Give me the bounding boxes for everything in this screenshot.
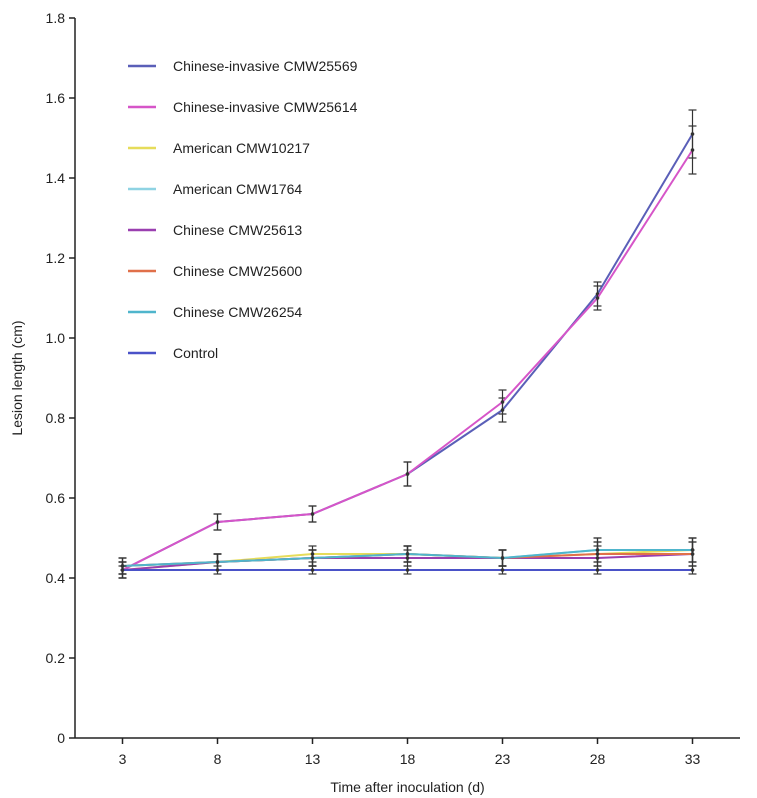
series-group [118, 565, 697, 575]
data-point [215, 560, 220, 564]
x-tick-label: 8 [214, 751, 222, 767]
y-tick-label: 0.2 [46, 650, 66, 666]
legend-label: Chinese-invasive CMW25569 [173, 58, 358, 74]
data-point [310, 556, 315, 560]
series-group [118, 125, 697, 579]
data-point [595, 296, 600, 300]
data-point [405, 472, 410, 476]
y-tick-label: 1.6 [46, 90, 66, 106]
data-point [500, 556, 505, 560]
x-tick-label: 28 [590, 751, 606, 767]
y-tick-label: 1.4 [46, 170, 66, 186]
x-tick-label: 18 [400, 751, 416, 767]
legend-label: Chinese CMW26254 [173, 304, 302, 320]
data-point [405, 568, 410, 572]
data-point [690, 568, 695, 572]
ticks: 0 0.2 0.4 0.6 0.8 1.0 1.2 1.4 1.6 1.8 3 8 13 18 23 28 33 [46, 10, 701, 767]
data-point [405, 552, 410, 556]
legend-label: Chinese CMW25600 [173, 263, 302, 279]
data-point [500, 568, 505, 572]
y-tick-label: 0.8 [46, 410, 66, 426]
y-tick-label: 0 [57, 730, 65, 746]
x-tick-label: 33 [685, 751, 701, 767]
data-point [215, 520, 220, 524]
legend-label: American CMW1764 [173, 181, 302, 197]
data-point [690, 148, 695, 152]
axes [74, 18, 740, 739]
data-point [120, 568, 125, 572]
data-point [595, 548, 600, 552]
data-point [500, 400, 505, 404]
data-point [215, 568, 220, 572]
legend-label: Chinese CMW25613 [173, 222, 302, 238]
series [118, 109, 697, 579]
x-tick-label: 23 [495, 751, 511, 767]
y-tick-label: 1.8 [46, 10, 66, 26]
x-tick-label: 3 [119, 751, 127, 767]
y-tick-label: 1.2 [46, 250, 66, 266]
legend-label: American CMW10217 [173, 140, 310, 156]
data-point [310, 568, 315, 572]
y-tick-label: 0.4 [46, 570, 66, 586]
x-tick-label: 13 [305, 751, 321, 767]
y-tick-label: 0.6 [46, 490, 66, 506]
y-axis-title: Lesion length (cm) [9, 320, 25, 435]
data-point [310, 512, 315, 516]
legend-label: Chinese-invasive CMW25614 [173, 99, 358, 115]
data-point [690, 548, 695, 552]
legend: Chinese-invasive CMW25569 Chinese-invasiv… [128, 58, 358, 361]
y-tick-label: 1.0 [46, 330, 66, 346]
data-point [595, 568, 600, 572]
legend-label: Control [173, 345, 218, 361]
x-axis-title: Time after inoculation (d) [330, 779, 484, 795]
